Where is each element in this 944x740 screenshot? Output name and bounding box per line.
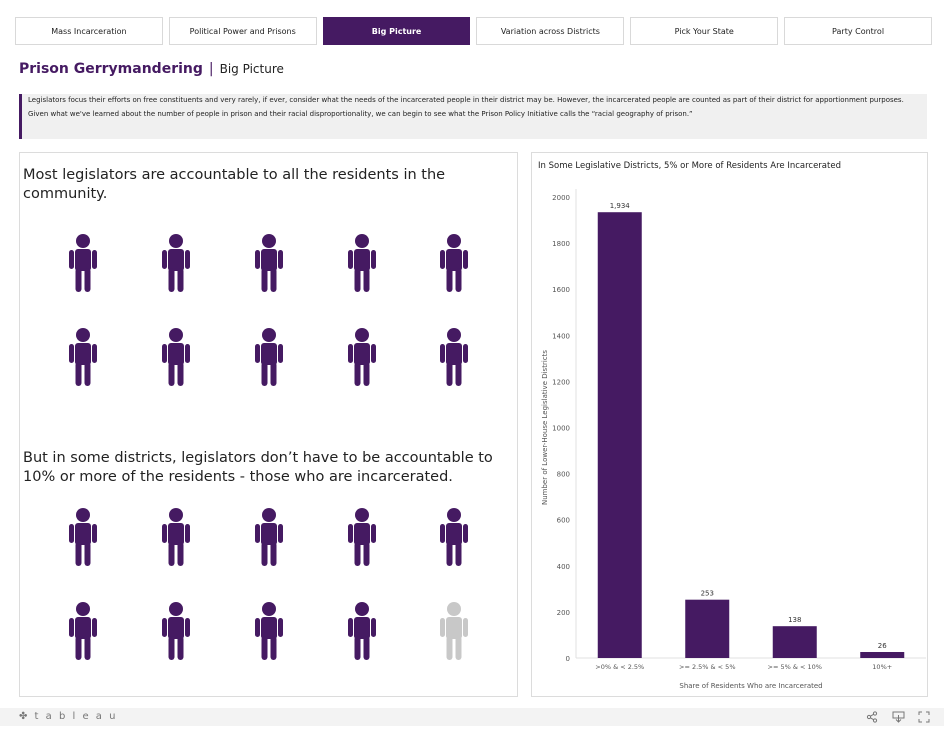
x-tick-label: >= 5% & < 10% <box>768 663 822 671</box>
person-icon <box>162 234 190 292</box>
person-icon <box>348 234 376 292</box>
intro-text-box: Legislators focus their efforts on free … <box>19 94 927 139</box>
person-icon-incarcerated <box>440 602 468 660</box>
person-icon <box>348 602 376 660</box>
person-icon <box>69 234 97 292</box>
person-icon <box>440 328 468 386</box>
person-icon <box>348 508 376 566</box>
person-icon <box>440 234 468 292</box>
share-icon[interactable] <box>866 711 880 723</box>
page-subtitle: Big Picture <box>219 62 284 76</box>
chart-panel: 0 200 400 600 800 1000 1200 1400 1600 1800 2000 1,9… <box>531 152 928 697</box>
page-title-main: Prison Gerrymandering <box>19 61 203 77</box>
bar-value-label: 253 <box>701 590 714 598</box>
y-axis-title: Number of Lower-House Legislative Distri… <box>541 350 549 505</box>
person-icon <box>255 602 283 660</box>
fullscreen-icon[interactable] <box>918 711 932 723</box>
person-icon <box>69 508 97 566</box>
bar-value-label: 1,934 <box>610 202 631 210</box>
y-tick-label: 1400 <box>552 332 570 340</box>
person-icon <box>348 328 376 386</box>
statement-incarcerated-residents: But in some districts, legislators don’t… <box>23 450 493 485</box>
person-icon <box>255 234 283 292</box>
person-icon <box>162 328 190 386</box>
tab-political-power-and-prisons[interactable]: Political Power and Prisons <box>168 17 317 45</box>
tab-pick-your-state[interactable]: Pick Your State <box>630 17 779 45</box>
y-tick-label: 400 <box>557 563 570 571</box>
person-icon <box>69 328 97 386</box>
bar-chart: 0 200 400 600 800 1000 1200 1400 1600 1800 2000 1,9… <box>541 189 926 690</box>
download-icon[interactable] <box>892 711 906 723</box>
x-tick-label: 10%+ <box>872 663 892 671</box>
tab-variation-across-districts[interactable]: Variation across Districts <box>476 17 625 45</box>
y-tick-label: 1200 <box>552 378 570 386</box>
title-separator: | <box>208 61 214 77</box>
x-tick-label: >= 2.5% & < 5% <box>679 663 736 671</box>
y-tick-label: 2000 <box>552 194 570 202</box>
tab-mass-incarceration[interactable]: Mass Incarceration <box>15 17 163 45</box>
people-illustration-panel: Most legislators are accountable to all … <box>19 152 518 697</box>
tab-party-control[interactable]: Party Control <box>784 17 932 45</box>
statement-accountable-all: Most legislators are accountable to all … <box>23 167 446 202</box>
x-axis-title: Share of Residents Who are Incarcerated <box>679 682 822 690</box>
person-icon <box>440 508 468 566</box>
bar-value-label: 138 <box>788 616 801 624</box>
person-icon <box>162 602 190 660</box>
tableau-logo: ✤ t a b l e a u <box>19 711 118 722</box>
bar <box>860 652 905 658</box>
person-icon <box>69 602 97 660</box>
bar <box>772 626 817 658</box>
footer-bar: ✤ t a b l e a u <box>0 708 944 726</box>
person-icon <box>162 508 190 566</box>
y-tick-label: 200 <box>557 609 570 617</box>
y-tick-label: 1600 <box>552 286 570 294</box>
bar-value-label: 26 <box>878 642 887 650</box>
tab-big-picture[interactable]: Big Picture <box>322 17 471 45</box>
page-title: Prison Gerrymandering | Big Picture <box>19 61 284 77</box>
person-icon <box>255 508 283 566</box>
y-tick-label: 1000 <box>552 425 570 433</box>
person-icon <box>255 328 283 386</box>
y-tick-label: 1800 <box>552 240 570 248</box>
intro-paragraph-1: Legislators focus their efforts on free … <box>28 96 904 104</box>
bar <box>685 599 730 658</box>
bar <box>597 212 642 658</box>
intro-paragraph-2: Given what we've learned about the numbe… <box>28 110 693 118</box>
tab-bar: Mass Incarceration Political Power and P… <box>15 17 932 45</box>
x-tick-label: >0% & < 2.5% <box>595 663 644 671</box>
y-tick-label: 800 <box>557 471 570 479</box>
y-tick-label: 600 <box>557 517 570 525</box>
chart-title: In Some Legislative Districts, 5% or Mor… <box>538 161 841 171</box>
y-tick-label: 0 <box>566 655 570 663</box>
